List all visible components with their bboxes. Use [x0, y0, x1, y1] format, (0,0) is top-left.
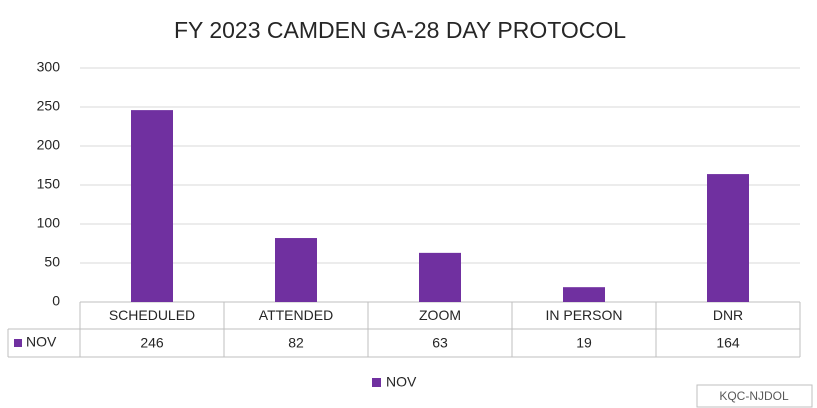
watermark-box	[696, 384, 813, 408]
y-tick-label: 0	[52, 293, 60, 309]
table-value: 82	[288, 335, 304, 351]
chart-title: FY 2023 CAMDEN GA-28 DAY PROTOCOL	[174, 17, 626, 43]
y-tick-label: 250	[37, 98, 61, 114]
table-value: 246	[140, 335, 164, 351]
y-tick-label: 50	[44, 254, 60, 270]
y-tick-label: 300	[37, 59, 61, 75]
table-value: 63	[432, 335, 448, 351]
watermark: KQC-NJDOL	[719, 389, 789, 403]
x-tick-label: IN PERSON	[545, 307, 622, 323]
table-series-name: NOV	[26, 334, 57, 350]
y-tick-label: 100	[37, 215, 61, 231]
legend-label: NOV	[386, 374, 417, 390]
x-tick-label: DNR	[713, 307, 743, 323]
legend-key	[372, 378, 381, 387]
x-tick-label: ATTENDED	[259, 307, 333, 323]
bar	[419, 252, 461, 302]
y-tick-label: 200	[37, 137, 61, 153]
bar	[131, 110, 173, 303]
x-tick-label: SCHEDULED	[109, 307, 195, 323]
y-tick-label: 150	[37, 176, 61, 192]
bar	[275, 238, 317, 302]
x-tick-label: ZOOM	[419, 307, 461, 323]
table-value: 164	[716, 335, 740, 351]
table-legend-key	[14, 339, 22, 347]
bar	[563, 287, 605, 302]
bar	[707, 174, 749, 302]
table-value: 19	[576, 335, 592, 351]
